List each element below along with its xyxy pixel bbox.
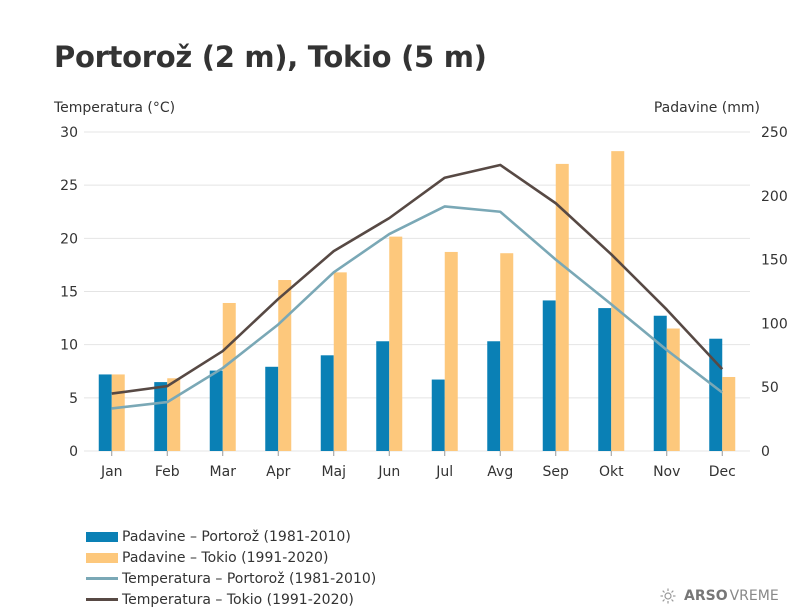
y-right-tick-label: 50 [761,380,779,396]
legend-swatch [86,577,118,580]
y-left-tick-label: 25 [60,178,78,194]
x-tick-label: Okt [599,464,624,480]
bar [444,251,458,451]
x-tick-label: Nov [653,464,680,480]
legend-swatch [86,531,118,542]
legend-label: Temperatura – Tokio (1991-2020) [122,591,354,608]
combo-chart: Temperatura (°C) Padavine (mm) 0 5 10 15 20 2… [53,100,788,480]
bar [542,300,556,451]
legend-item: Padavine – Tokio (1991-2020) [86,547,376,568]
y-right-tick-label: 0 [761,444,770,460]
bar [376,341,390,451]
bar [98,374,112,451]
x-tick-label: Mar [210,464,237,480]
legend-item: Temperatura – Tokio (1991-2020) [86,589,376,610]
bar [653,315,667,451]
bar [333,272,347,451]
bar [320,355,334,451]
series-line [111,205,724,410]
chart-title: Portorož (2 m), Tokio (5 m) [54,40,487,74]
legend: Padavine – Portorož (1981-2010) Padavine… [86,526,376,610]
y-right-tick-label: 100 [761,316,788,332]
bar [265,366,279,451]
bar [722,376,736,451]
legend-swatch [86,552,118,563]
y-left-tick-label: 30 [60,125,78,141]
x-tick-label: Feb [155,464,180,480]
bar [209,370,223,451]
y-left-tick-label: 20 [60,231,78,247]
y-left-tick-label: 10 [60,338,78,354]
y-left-tick-label: 15 [60,285,78,301]
legend-label: Temperatura – Portorož (1981-2010) [122,570,377,587]
series-line [111,163,724,395]
x-tick-label: Avg [487,464,513,480]
bar [487,341,501,451]
x-tick-label: Jun [377,464,400,480]
bar [278,280,292,451]
y-right-tick-label: 200 [761,189,788,205]
bar [389,236,403,451]
bar [598,308,612,451]
legend-label: Padavine – Portorož (1981-2010) [122,528,351,545]
y-axis-right-label: Padavine (mm) [654,100,760,116]
bar [555,163,569,451]
x-tick-label: Sep [543,464,570,480]
x-tick-label: Jul [435,464,453,480]
legend-item: Temperatura – Portorož (1981-2010) [86,568,376,589]
x-tick-label: Jan [100,464,123,480]
legend-swatch [86,598,118,601]
bar [500,253,514,451]
y-left-tick-label: 0 [69,444,78,460]
brand-logo: ARSO VREME [660,588,779,604]
bar [154,382,168,451]
y-left-tick-label: 5 [69,391,78,407]
bar [431,379,445,451]
bar [666,328,680,451]
x-tick-label: Maj [321,464,346,480]
y-right-tick-label: 250 [761,125,788,141]
brand-name-bold: ARSO [684,588,728,604]
legend-label: Padavine – Tokio (1991-2020) [122,549,329,566]
x-tick-label: Apr [266,464,290,480]
bar [167,378,181,451]
bar [111,374,125,451]
bar [611,151,625,451]
x-tick-label: Dec [709,464,736,480]
y-right-tick-label: 150 [761,253,788,269]
sun-icon [660,588,676,604]
y-axis-left-label: Temperatura (°C) [53,100,175,116]
legend-item: Padavine – Portorož (1981-2010) [86,526,376,547]
brand-name-light: VREME [729,588,779,604]
bar [222,302,236,451]
